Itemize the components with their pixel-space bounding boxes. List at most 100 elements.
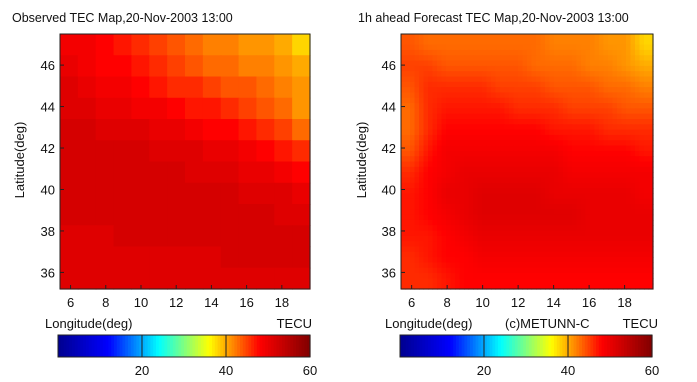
heatmap-cell — [572, 156, 578, 163]
heatmap-cell — [202, 161, 222, 184]
heatmap-cell — [446, 150, 452, 157]
heatmap-cell — [558, 172, 564, 179]
heatmap-cell — [95, 55, 115, 78]
heatmap-cell — [504, 39, 510, 46]
heatmap-cell — [594, 55, 600, 62]
heatmap-cell — [441, 219, 447, 226]
heatmap-cell — [522, 193, 528, 200]
heatmap-cell — [585, 204, 591, 210]
heatmap-cell — [612, 55, 618, 62]
heatmap-cell — [419, 204, 425, 210]
heatmap-cell — [581, 262, 587, 269]
heatmap-cell — [437, 283, 443, 290]
heatmap-cell — [558, 235, 564, 242]
heatmap-cell — [549, 150, 555, 157]
heatmap-cell — [581, 129, 587, 136]
heatmap-cell — [455, 161, 461, 168]
heatmap-cell — [540, 267, 546, 274]
heatmap-cell — [504, 140, 510, 147]
heatmap-cell — [464, 172, 470, 179]
colorbar-swatch — [456, 335, 460, 357]
heatmap-cell — [482, 188, 488, 194]
heatmap-cell — [644, 97, 650, 104]
colorbar-swatch — [212, 335, 216, 357]
heatmap-cell — [419, 97, 425, 104]
heatmap-cell — [572, 230, 578, 237]
heatmap-cell — [581, 235, 587, 242]
heatmap-cell — [585, 124, 591, 131]
heatmap-cell — [464, 209, 470, 216]
heatmap-cell — [500, 34, 506, 40]
heatmap-cell — [495, 44, 501, 51]
colorbar-swatch — [615, 335, 619, 357]
heatmap-cell — [450, 204, 456, 210]
heatmap-cell — [626, 108, 632, 115]
heatmap-cell — [95, 97, 115, 120]
heatmap-cell — [648, 161, 654, 168]
heatmap-cell — [446, 145, 452, 152]
heatmap-cell — [648, 55, 654, 62]
heatmap-cell — [464, 39, 470, 46]
heatmap-cell — [423, 209, 429, 216]
heatmap-cell — [477, 251, 483, 258]
heatmap-cell — [644, 182, 650, 189]
colorbar-swatch — [175, 335, 179, 357]
heatmap-cell — [576, 76, 582, 83]
heatmap-cell — [441, 262, 447, 269]
heatmap-cell — [149, 246, 168, 269]
heatmap-cell — [527, 166, 533, 173]
x-tick-labels: 6 8 10 12 14 16 18 — [408, 285, 632, 310]
heatmap-cell — [468, 108, 474, 115]
heatmap-cell — [167, 140, 186, 163]
heatmap-cell — [459, 113, 465, 120]
heatmap-cell — [630, 55, 636, 62]
heatmap-cell — [423, 278, 429, 285]
heatmap-cell — [477, 87, 483, 94]
heatmap-cell — [509, 55, 515, 62]
heatmap-cell — [554, 241, 560, 248]
heatmap-cell — [482, 103, 488, 109]
heatmap-cell — [513, 166, 519, 173]
heatmap-cell — [608, 193, 614, 200]
heatmap-cell — [464, 129, 470, 136]
heatmap-cell — [554, 283, 560, 290]
heatmap-cell — [464, 81, 470, 88]
heatmap-cell — [581, 241, 587, 248]
heatmap-cell — [414, 198, 420, 205]
heatmap-cell — [536, 145, 542, 152]
heatmap-cell — [549, 108, 555, 115]
heatmap-cell — [401, 140, 407, 147]
heatmap-cell — [594, 34, 600, 40]
heatmap-cell — [455, 108, 461, 115]
heatmap-cell — [60, 119, 79, 141]
heatmap-cell — [131, 246, 150, 269]
colorbar-swatch — [430, 335, 435, 357]
heatmap-cell — [536, 97, 542, 104]
heatmap-cell — [639, 92, 645, 99]
heatmap-cell — [477, 124, 483, 131]
heatmap-cell — [419, 108, 425, 115]
heatmap-cell — [131, 76, 150, 99]
heatmap-cell — [504, 97, 510, 104]
heatmap-cell — [495, 39, 501, 46]
heatmap-cell — [500, 230, 506, 237]
heatmap-cell — [513, 156, 519, 163]
heatmap-cell — [545, 230, 551, 237]
colorbar-unit: TECU — [623, 316, 658, 331]
heatmap-cell — [292, 34, 311, 56]
heatmap-cell — [423, 188, 429, 194]
heatmap-cell — [482, 150, 488, 157]
heatmap-cell — [536, 119, 542, 125]
heatmap-cell — [405, 257, 411, 264]
heatmap-cell — [648, 283, 654, 290]
heatmap-cell — [531, 219, 537, 226]
heatmap-cell — [608, 177, 614, 184]
heatmap-cell — [423, 39, 429, 46]
heatmap-cell — [612, 214, 618, 221]
heatmap-cell — [437, 246, 443, 253]
heatmap-cell — [423, 92, 429, 99]
heatmap-cell — [432, 97, 438, 104]
heatmap-cell — [581, 166, 587, 173]
heatmap-cell — [567, 246, 573, 253]
